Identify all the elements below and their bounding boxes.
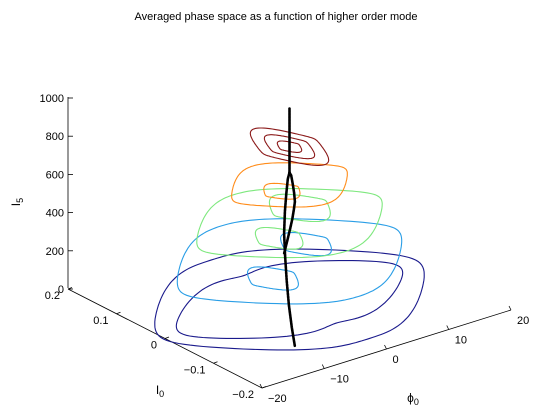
x-tick [384, 344, 387, 350]
x-tick-label: 0 [393, 354, 399, 366]
x-tick-label: 20 [517, 315, 529, 327]
z-tick-label: 1000 [40, 93, 64, 105]
contour-line [246, 266, 299, 291]
y-axis-label: I0 [156, 383, 164, 399]
bifurcation-curve [282, 107, 297, 348]
x-axis-label: ϕ0 [407, 391, 419, 407]
x-axis-label-subscript: 0 [414, 397, 419, 407]
y-tick-label: 0.2 [45, 290, 60, 302]
y-tick-label: −0.1 [184, 364, 206, 376]
z-tick-label: 600 [46, 169, 64, 181]
contour-line [276, 140, 303, 153]
contour-line [176, 218, 403, 305]
y-tick [164, 336, 170, 339]
y-tick [213, 361, 218, 364]
contour-line [231, 162, 348, 208]
chart-title: Averaged phase space as a function of hi… [135, 11, 418, 23]
x-tick [508, 305, 512, 311]
contour-line [263, 134, 316, 160]
y-tick-label: −0.2 [232, 389, 254, 401]
z-axis-label-subscript: 5 [15, 198, 25, 203]
contour-line [175, 260, 404, 339]
x-tick-label: 10 [455, 335, 467, 347]
x-tick-label: −20 [268, 393, 287, 405]
x-tick [259, 383, 263, 389]
contour-line [263, 182, 301, 200]
bifurcation-right-branch [282, 171, 297, 255]
bifurcation-left-branch [282, 171, 297, 348]
contour-line [249, 127, 330, 166]
y-tick-label: 0 [151, 340, 157, 352]
contour-layers [154, 127, 425, 351]
contour-line [196, 188, 383, 259]
y-axis-label-subscript: 0 [159, 389, 164, 399]
z-tick-label: 400 [46, 208, 64, 220]
z-axis-ticks: 0 200 400 600 800 1000 [40, 93, 73, 296]
y-tick [116, 311, 121, 315]
x-tick [321, 364, 325, 369]
y-tick [67, 287, 73, 290]
z-tick-label: 800 [46, 131, 64, 143]
x-axis-ticks: −20 −10 0 10 20 [259, 305, 529, 405]
z-axis-label: I5 [9, 198, 25, 206]
y-tick-label: 0.1 [93, 315, 108, 327]
y-axis-ticks: −0.2 −0.1 0 0.1 0.2 [45, 287, 267, 401]
contour-line [254, 226, 304, 250]
z-tick-label: 0 [58, 284, 64, 296]
x-tick [446, 325, 450, 330]
y-tick [261, 386, 267, 389]
contour-line [154, 248, 425, 351]
z-tick-label: 200 [46, 246, 64, 258]
x-tick-label: −10 [330, 374, 349, 386]
